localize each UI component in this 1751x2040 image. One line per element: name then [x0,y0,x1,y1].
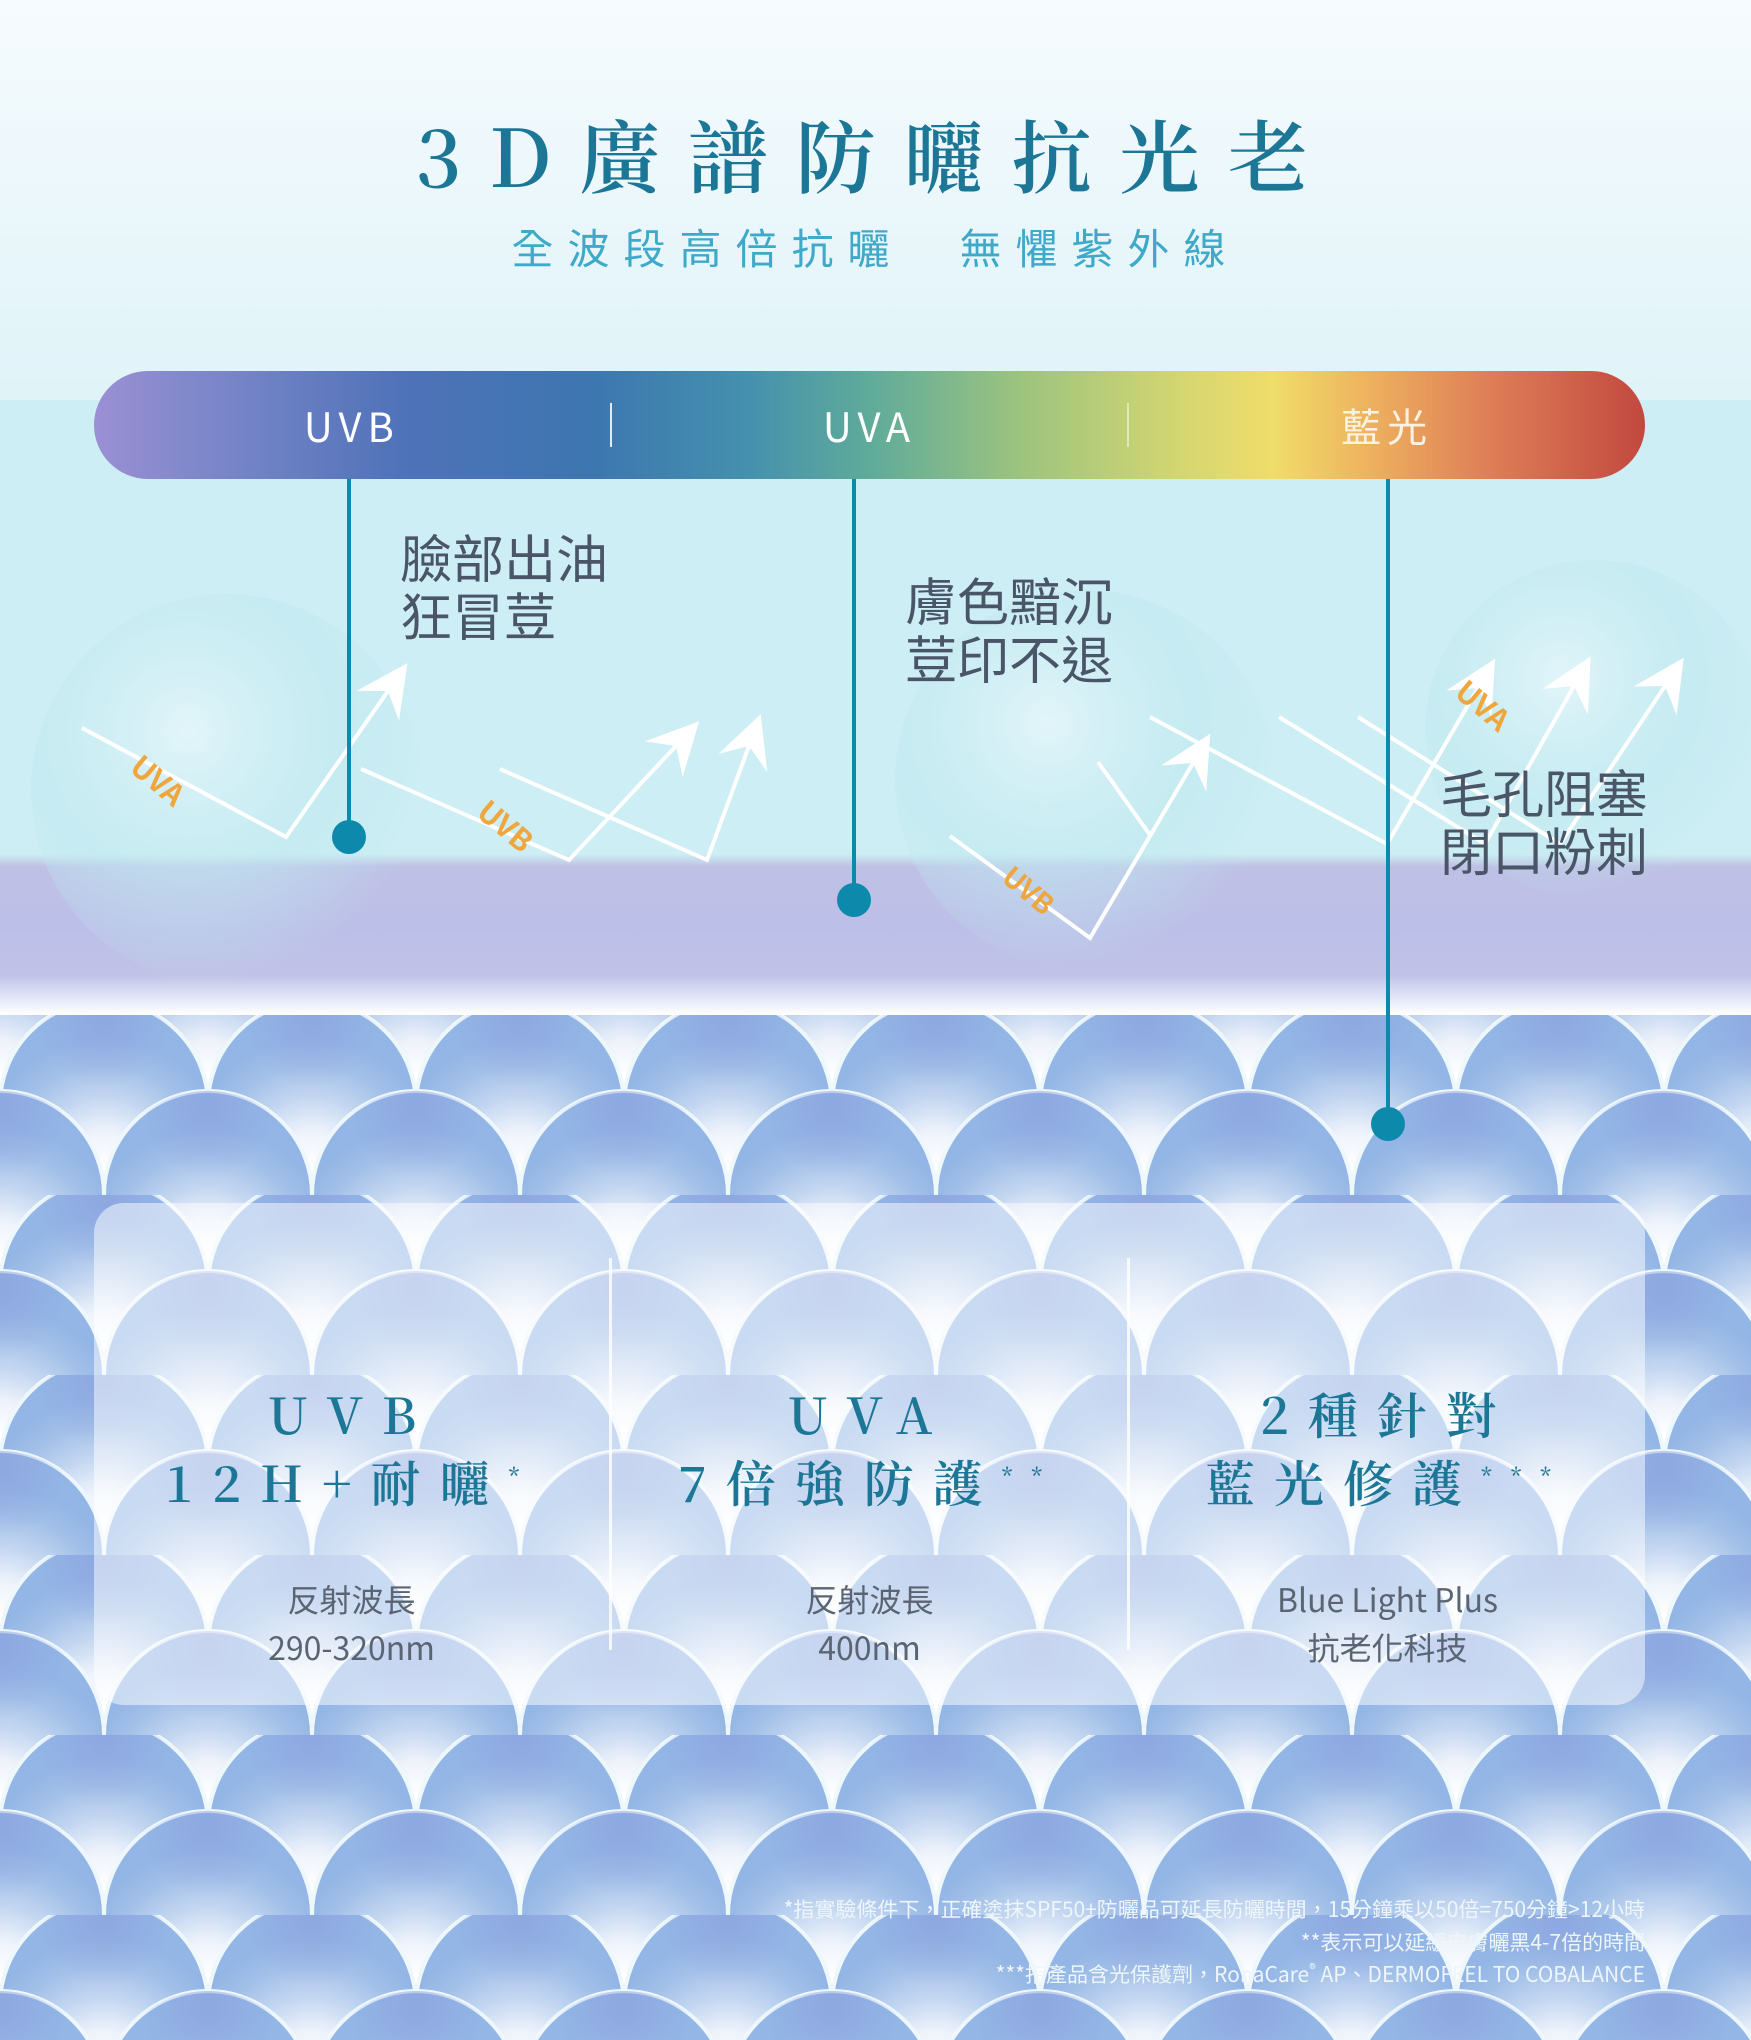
svg-text:荳印不退: 荳印不退 [905,619,1113,694]
svg-text:UVB: UVB [469,788,544,861]
svg-text:狂冒荳: 狂冒荳 [400,576,556,651]
svg-text:閉口粉刺: 閉口粉刺 [1440,811,1648,886]
